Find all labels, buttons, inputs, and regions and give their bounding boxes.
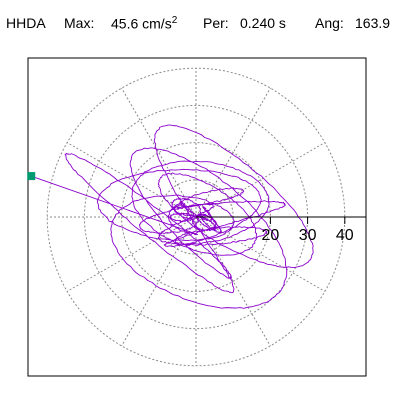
grid-spoke-240 — [121, 216, 197, 347]
period-value: 0.240 s — [240, 15, 286, 31]
period-label: Per: — [203, 15, 229, 31]
max-unit-exponent: 2 — [171, 15, 178, 26]
header: HHDA Max: 45.6 cm/s2 Per: 0.240 s Ang: 1… — [0, 0, 400, 40]
angle-label: Ang: — [315, 15, 344, 31]
grid-spoke-120 — [121, 87, 197, 218]
grid-spoke-330 — [195, 216, 326, 292]
grid-spoke-60 — [195, 87, 271, 218]
max-value: 45.6 cm/s2 — [111, 16, 177, 31]
radial-axis-tick-label-40: 40 — [336, 227, 354, 244]
radial-axis-tick-label-20: 20 — [262, 227, 280, 244]
station-code: HHDA — [6, 15, 46, 31]
grid-spoke-30 — [195, 142, 326, 218]
orbit-trace — [31, 124, 314, 309]
angle-value: 163.9 — [355, 15, 391, 31]
radial-axis-tick-label-30: 30 — [299, 227, 317, 244]
start-marker — [27, 172, 36, 181]
max-value-text: 45.6 cm/s — [111, 15, 172, 32]
grid-spoke-210 — [66, 216, 197, 292]
max-label: Max: — [64, 15, 95, 31]
grid-spoke-150 — [66, 142, 197, 218]
